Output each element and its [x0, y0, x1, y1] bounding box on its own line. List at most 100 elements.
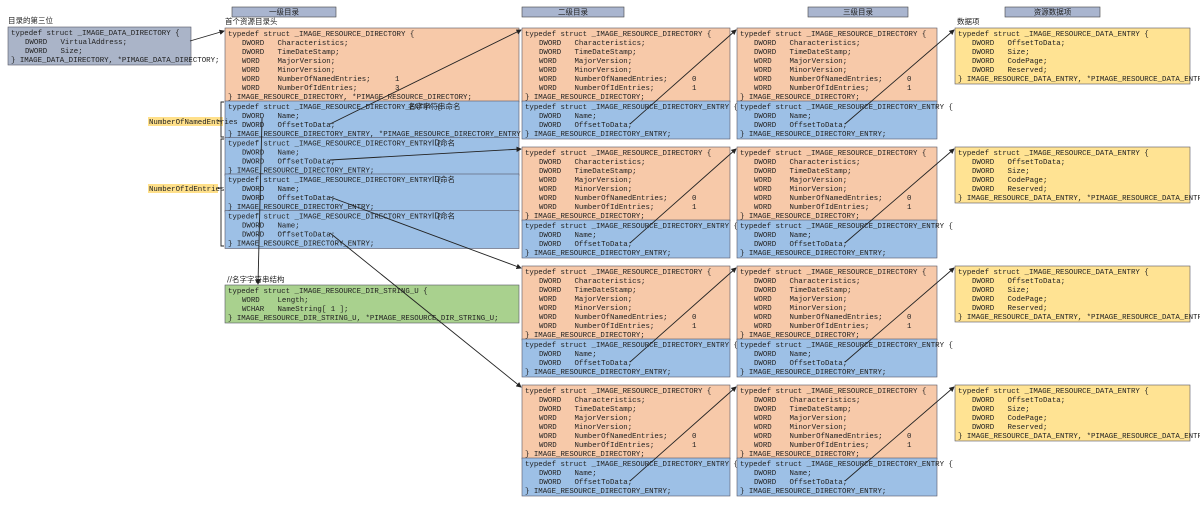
code-line: WORD NumberOfNamedEntries;	[754, 195, 883, 203]
code-line: WORD NumberOfNamedEntries;	[242, 76, 371, 84]
code-line: WORD NumberOfIdEntries;	[754, 442, 869, 450]
code-line: DWORD OffsetToData;	[242, 122, 335, 130]
code-line: WORD NumberOfNamedEntries;	[539, 433, 668, 441]
code-line: WORD MajorVersion;	[539, 415, 632, 423]
code-line: DWORD Characteristics;	[754, 40, 860, 48]
code-line: } IMAGE_RESOURCE_DATA_ENTRY, *PIMAGE_RES…	[958, 76, 1200, 84]
code-line: typedef struct _IMAGE_RESOURCE_DIRECTORY…	[740, 31, 926, 39]
arrow	[329, 29, 522, 125]
entry-note: ID命名	[432, 174, 455, 184]
code-line: typedef struct _IMAGE_RESOURCE_DIR_STRIN…	[228, 288, 428, 296]
code-line: DWORD CodePage;	[972, 415, 1047, 423]
code-line: WORD MinorVersion;	[754, 424, 847, 432]
code-line: WORD NumberOfNamedEntries;	[754, 76, 883, 84]
code-line: DWORD TimeDateStamp;	[754, 168, 852, 176]
code-line: DWORD Characteristics;	[539, 397, 645, 405]
directory-box	[736, 384, 938, 460]
label: 数据项	[957, 16, 980, 26]
code-line: WORD MinorVersion;	[754, 186, 847, 194]
directory-box	[736, 27, 938, 103]
code-line: DWORD TimeDateStamp;	[539, 168, 637, 176]
code-line: WORD MajorVersion;	[754, 177, 847, 185]
code-line: WORD NumberOfIdEntries;	[539, 323, 654, 331]
named-count: 0	[907, 195, 911, 203]
header-bar	[1004, 6, 1101, 18]
arrow	[629, 29, 737, 125]
code-line: WORD MinorVersion;	[242, 67, 335, 75]
code-line: typedef struct _IMAGE_RESOURCE_DIRECTORY…	[228, 31, 414, 39]
code-line: DWORD Characteristics;	[539, 278, 645, 286]
code-line: typedef struct _IMAGE_RESOURCE_DIRECTORY…	[525, 223, 738, 231]
code-line: DWORD OffsetToData;	[972, 40, 1065, 48]
code-line: DWORD OffsetToData;	[754, 122, 847, 130]
code-line: } IMAGE_RESOURCE_DIRECTORY_ENTRY;	[525, 369, 671, 377]
code-line: DWORD Characteristics;	[242, 40, 348, 48]
code-line: DWORD Name;	[242, 223, 300, 231]
code-line: typedef struct _IMAGE_RESOURCE_DIRECTORY…	[740, 223, 953, 231]
directory-box	[736, 146, 938, 222]
label: 首个资源目录头	[225, 16, 278, 26]
id-count: 1	[692, 85, 697, 93]
code-line: } IMAGE_RESOURCE_DIR_STRING_U, *PIMAGE_R…	[228, 315, 499, 323]
code-line: DWORD OffsetToData;	[242, 195, 335, 203]
code-line: DWORD OffsetToData;	[242, 159, 335, 167]
code-line: typedef struct _IMAGE_RESOURCE_DIRECTORY…	[740, 342, 953, 350]
entry-box	[224, 137, 520, 176]
code-line: DWORD Reserved;	[972, 424, 1047, 432]
code-line: } IMAGE_RESOURCE_DATA_ENTRY, *PIMAGE_RES…	[958, 433, 1200, 441]
code-line: DWORD Name;	[754, 351, 812, 359]
entry-box	[521, 457, 731, 497]
arrow	[844, 386, 955, 482]
id-count: 1	[907, 204, 912, 212]
named-count: 0	[907, 433, 911, 441]
code-line: WORD MajorVersion;	[539, 177, 632, 185]
arrow	[629, 267, 737, 363]
arrow	[329, 196, 522, 269]
code-line: typedef struct _IMAGE_RESOURCE_DIRECTORY…	[525, 461, 738, 469]
code-line: DWORD TimeDateStamp;	[754, 287, 852, 295]
code-line: WORD MinorVersion;	[754, 305, 847, 313]
code-line: } IMAGE_RESOURCE_DIRECTORY_ENTRY;	[228, 204, 374, 212]
code-line: DWORD Characteristics;	[539, 40, 645, 48]
arrow	[255, 117, 263, 285]
code-line: } IMAGE_RESOURCE_DIRECTORY;	[740, 451, 860, 459]
code-line: } IMAGE_RESOURCE_DIRECTORY;	[740, 213, 860, 221]
code-line: WORD MajorVersion;	[242, 58, 335, 66]
side-label: NumberOfNamedEntries	[149, 119, 238, 127]
code-line: } IMAGE_RESOURCE_DIRECTORY_ENTRY;	[740, 250, 886, 258]
named-count: 0	[692, 314, 696, 322]
code-line: DWORD OffsetToData;	[754, 360, 847, 368]
side-label-bg	[148, 184, 218, 193]
code-line: DWORD CodePage;	[972, 58, 1047, 66]
string-struct-box	[224, 284, 520, 324]
code-line: WORD MajorVersion;	[754, 415, 847, 423]
entry-box	[224, 100, 520, 140]
arrow	[844, 148, 955, 244]
code-line: WORD Length;	[242, 297, 309, 305]
code-line: WORD MinorVersion;	[539, 305, 632, 313]
code-line: typedef struct _IMAGE_RESOURCE_DIRECTORY…	[740, 104, 953, 112]
arrow	[844, 267, 955, 363]
code-line: typedef struct _IMAGE_RESOURCE_DIRECTORY…	[525, 388, 711, 396]
bracket	[218, 101, 224, 138]
entry-box	[736, 219, 938, 259]
code-line: typedef struct _IMAGE_RESOURCE_DIRECTORY…	[228, 104, 441, 112]
code-line: DWORD OffsetToData;	[754, 241, 847, 249]
data-entry-box	[954, 27, 1191, 85]
header-bar	[807, 6, 909, 18]
code-line: WORD MajorVersion;	[539, 58, 632, 66]
code-line: DWORD Size;	[972, 406, 1030, 414]
code-line: DWORD TimeDateStamp;	[754, 406, 852, 414]
code-line: DWORD VirtualAddress;	[25, 39, 127, 47]
code-line: DWORD Size;	[25, 48, 83, 56]
code-line: } IMAGE_RESOURCE_DIRECTORY;	[740, 332, 860, 340]
code-line: DWORD OffsetToData;	[539, 360, 632, 368]
code-line: DWORD TimeDateStamp;	[539, 406, 637, 414]
arrow	[329, 232, 522, 388]
code-line: DWORD Name;	[754, 232, 812, 240]
code-line: typedef struct _IMAGE_RESOURCE_DIRECTORY…	[525, 104, 738, 112]
code-line: DWORD Name;	[539, 470, 597, 478]
code-line: DWORD Name;	[242, 186, 300, 194]
named-count: 0	[692, 433, 696, 441]
code-line: DWORD TimeDateStamp;	[539, 49, 637, 57]
